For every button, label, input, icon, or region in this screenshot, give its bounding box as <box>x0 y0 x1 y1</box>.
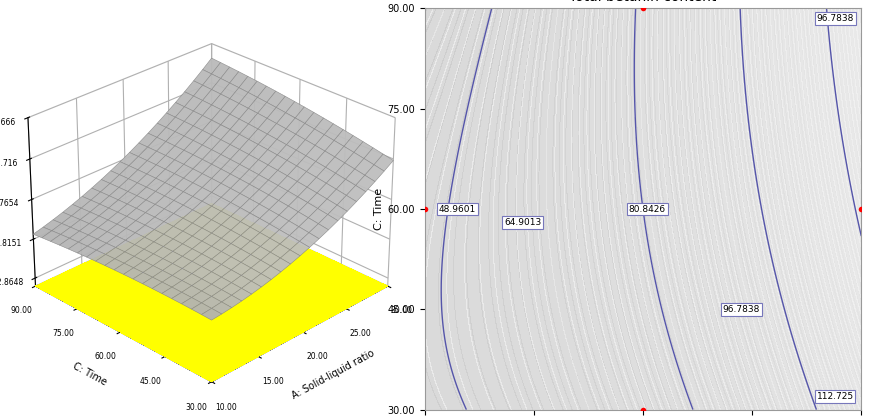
Text: 96.7838: 96.7838 <box>721 305 759 314</box>
Y-axis label: C: Time: C: Time <box>374 188 384 230</box>
Y-axis label: C: Time: C: Time <box>71 362 109 388</box>
Title: Total betanin content: Total betanin content <box>568 0 716 5</box>
Text: 64.9013: 64.9013 <box>504 218 541 227</box>
X-axis label: A: Solid-liquid ratio: A: Solid-liquid ratio <box>290 348 375 401</box>
Text: 112.725: 112.725 <box>816 392 852 401</box>
Text: 80.8426: 80.8426 <box>628 204 665 214</box>
Text: 48.9601: 48.9601 <box>438 204 475 214</box>
Text: 96.7838: 96.7838 <box>815 14 852 23</box>
